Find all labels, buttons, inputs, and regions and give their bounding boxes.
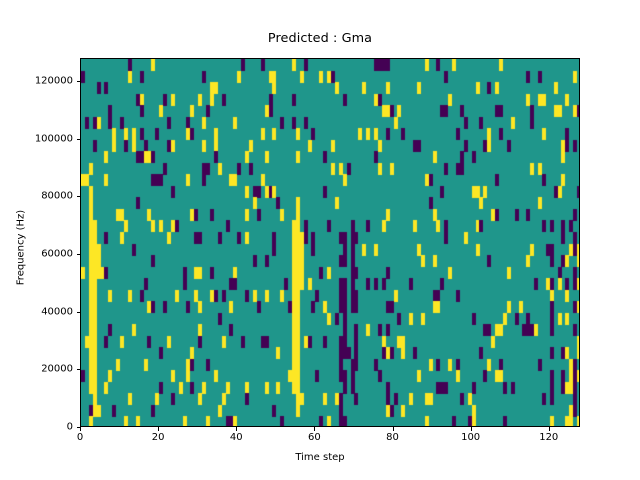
x-tick-label: 20 — [151, 432, 165, 443]
x-tick-label: 0 — [76, 432, 84, 443]
y-tick-mark — [76, 369, 80, 371]
x-tick-label: 60 — [308, 432, 321, 443]
y-tick-mark — [76, 427, 80, 428]
x-tick-label: 120 — [539, 432, 559, 443]
x-tick-mark — [314, 427, 316, 431]
y-tick-mark — [76, 196, 80, 198]
x-tick-label: 80 — [386, 432, 399, 443]
y-tick-label: 40000 — [41, 306, 73, 318]
y-axis-label: Frequency (Hz) — [15, 209, 27, 286]
x-axis-label: Time step — [295, 452, 345, 463]
x-tick-mark — [392, 427, 394, 431]
y-tick-mark — [76, 254, 80, 256]
y-tick-label: 0 — [66, 421, 73, 433]
x-tick-mark — [80, 427, 81, 431]
y-tick-mark — [76, 311, 80, 313]
chart-title: Predicted : Gma — [267, 31, 373, 46]
y-tick-label: 20000 — [41, 363, 73, 375]
y-tick-label: 100000 — [34, 133, 73, 145]
y-tick-mark — [76, 138, 80, 140]
heatmap-image — [81, 59, 579, 426]
x-tick-mark — [158, 427, 160, 431]
y-tick-label: 120000 — [34, 75, 73, 87]
x-tick-mark — [470, 427, 472, 431]
x-tick-label: 100 — [461, 432, 481, 443]
y-tick-label: 60000 — [41, 248, 73, 260]
x-tick-mark — [236, 427, 238, 431]
y-tick-mark — [76, 81, 80, 83]
y-tick-label: 80000 — [41, 190, 73, 202]
x-tick-mark — [548, 427, 550, 431]
x-tick-label: 40 — [229, 432, 243, 443]
heatmap-axes — [80, 58, 580, 427]
